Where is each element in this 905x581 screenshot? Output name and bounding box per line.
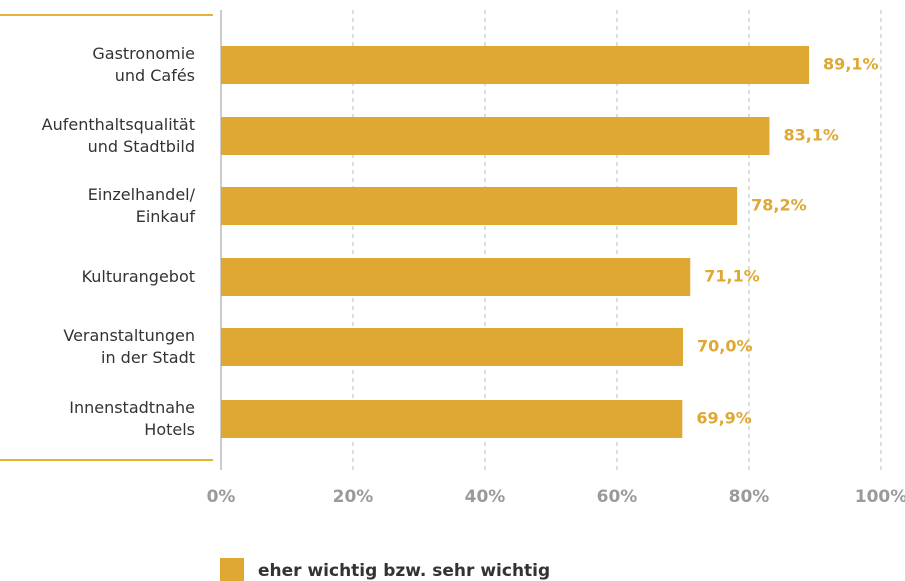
x-tick-label: 60% [597, 487, 638, 507]
category-label: Kulturangebot [82, 267, 195, 286]
x-tick-label: 100% [855, 487, 905, 507]
category-label: Gastronomie und Cafés [92, 44, 195, 85]
category-label: Aufenthaltsqualität und Stadtbild [42, 115, 195, 156]
category-line: Veranstaltungen [63, 326, 195, 345]
category-label: Innenstadtnahe Hotels [69, 398, 195, 439]
category-label: Einzelhandel/Einkauf [88, 185, 196, 226]
x-tick-label: 20% [333, 487, 374, 507]
category-line: Einzelhandel/ [88, 185, 196, 204]
category-line: Gastronomie [92, 44, 195, 63]
value-label: 78,2% [751, 196, 807, 215]
bar [221, 258, 691, 296]
value-label: 69,9% [696, 409, 752, 428]
x-tick-label: 0% [207, 487, 236, 507]
legend-label: eher wichtig bzw. sehr wichtig [258, 561, 550, 581]
category-line: Aufenthaltsqualität [42, 115, 195, 134]
category-line: Kulturangebot [82, 267, 195, 286]
value-label: 70,0% [697, 337, 753, 356]
category-line: Einkauf [136, 207, 196, 226]
bar [221, 117, 770, 155]
x-tick-label: 40% [465, 487, 506, 507]
bar [221, 46, 810, 84]
category-line: und Stadtbild [88, 137, 195, 156]
x-tick-label: 80% [729, 487, 770, 507]
category-line: und Cafés [115, 66, 195, 85]
category-line: Hotels [144, 420, 195, 439]
legend-swatch [220, 558, 244, 581]
category-line: Innenstadtnahe [69, 398, 195, 417]
category-line: in der Stadt [101, 348, 195, 367]
value-label: 89,1% [823, 55, 879, 74]
bar [221, 187, 738, 225]
value-label: 71,1% [704, 267, 760, 286]
value-label: 83,1% [783, 126, 839, 145]
category-label: Veranstaltungen in der Stadt [63, 326, 195, 367]
bar [221, 328, 683, 366]
bar [221, 400, 683, 438]
